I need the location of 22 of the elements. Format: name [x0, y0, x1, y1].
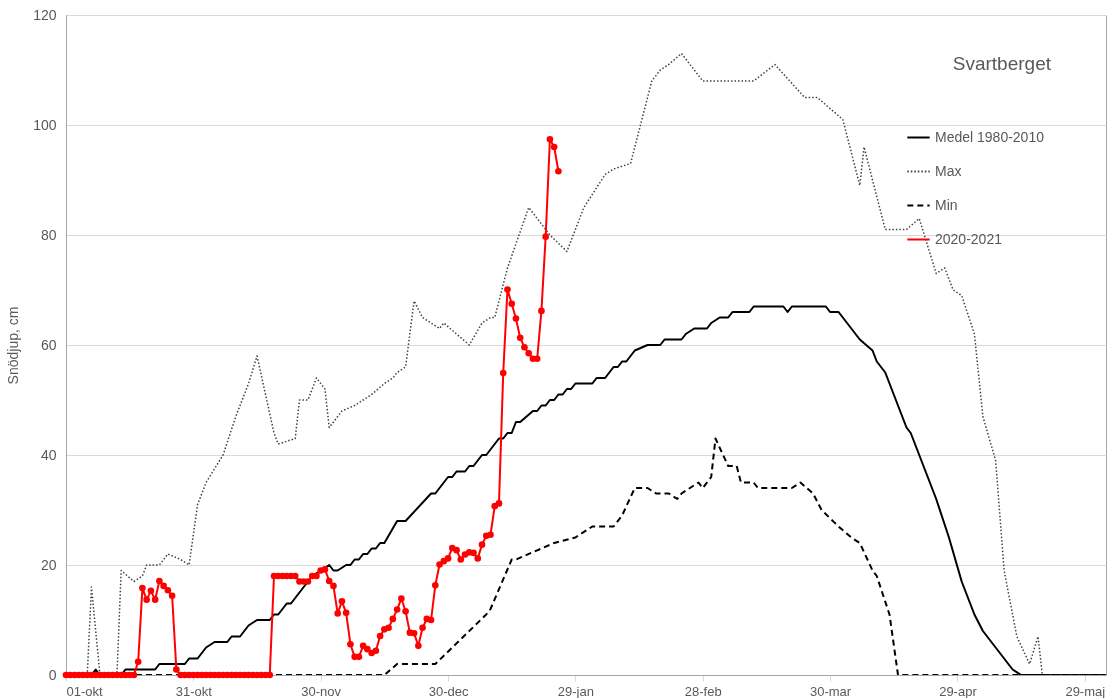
x-tick-label: 30-mar: [809, 683, 852, 698]
y-tick-label: 60: [40, 336, 57, 353]
legend-label: Medel 1980-2010: [935, 128, 1045, 145]
x-tick-label: 30-dec: [428, 683, 469, 698]
x-tick-label: 31-okt: [175, 683, 213, 698]
y-tick-label: 80: [40, 226, 57, 243]
y-tick-label: 0: [48, 666, 57, 683]
y-axis-title: Snödjup, cm: [5, 306, 22, 385]
x-tick-label: 01-okt: [66, 683, 104, 698]
y-tick-label: 100: [33, 116, 57, 133]
legend-label: Min: [935, 196, 958, 213]
legend-label: Max: [935, 162, 962, 179]
x-tick-label: 30-nov: [301, 683, 342, 698]
y-tick-label: 20: [40, 556, 57, 573]
x-tick-label: 29-jan: [557, 683, 594, 698]
x-tick-label: 29-maj: [1065, 683, 1106, 698]
text: Svartberget: [952, 53, 1052, 74]
legend-label: 2020-2021: [935, 230, 1003, 247]
x-tick-label: 28-feb: [684, 683, 722, 698]
y-tick-label: 40: [40, 446, 57, 463]
y-tick-label: 120: [33, 6, 57, 23]
x-tick-label: 29-apr: [939, 683, 978, 698]
